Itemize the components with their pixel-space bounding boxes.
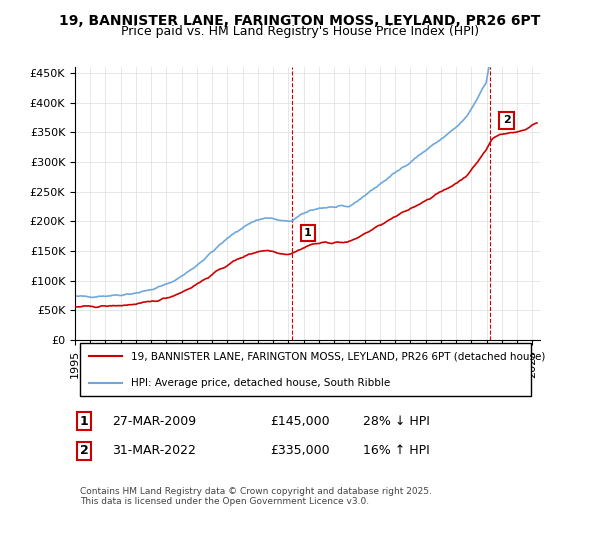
- Text: 27-MAR-2009: 27-MAR-2009: [112, 414, 196, 428]
- Text: 28% ↓ HPI: 28% ↓ HPI: [364, 414, 430, 428]
- Text: 31-MAR-2022: 31-MAR-2022: [112, 444, 196, 458]
- Text: HPI: Average price, detached house, South Ribble: HPI: Average price, detached house, Sout…: [131, 377, 390, 388]
- Text: Contains HM Land Registry data © Crown copyright and database right 2025.
This d: Contains HM Land Registry data © Crown c…: [80, 487, 431, 506]
- FancyBboxPatch shape: [80, 343, 531, 396]
- Text: 1: 1: [304, 228, 312, 238]
- Text: £335,000: £335,000: [270, 444, 330, 458]
- Text: 19, BANNISTER LANE, FARINGTON MOSS, LEYLAND, PR26 6PT (detached house): 19, BANNISTER LANE, FARINGTON MOSS, LEYL…: [131, 352, 545, 361]
- Text: 2: 2: [80, 444, 88, 458]
- Text: 19, BANNISTER LANE, FARINGTON MOSS, LEYLAND, PR26 6PT: 19, BANNISTER LANE, FARINGTON MOSS, LEYL…: [59, 14, 541, 28]
- Text: 1: 1: [80, 414, 88, 428]
- Text: Price paid vs. HM Land Registry's House Price Index (HPI): Price paid vs. HM Land Registry's House …: [121, 25, 479, 38]
- Text: 16% ↑ HPI: 16% ↑ HPI: [364, 444, 430, 458]
- Text: £145,000: £145,000: [270, 414, 330, 428]
- Text: 2: 2: [503, 115, 511, 125]
